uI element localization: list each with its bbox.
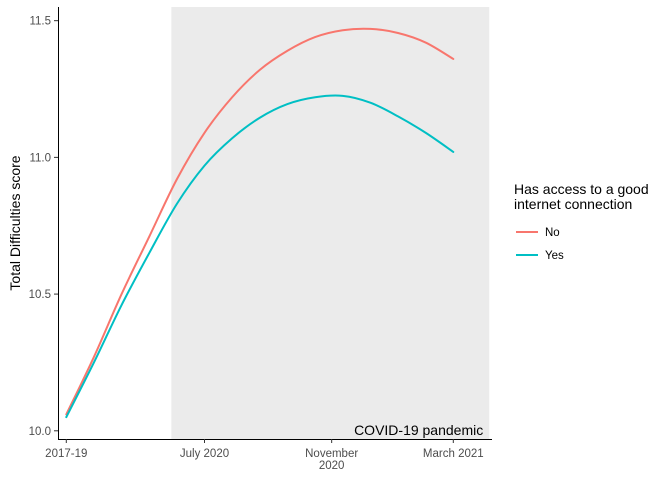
legend-entry-no: No	[516, 227, 560, 239]
series-layer	[65, 27, 455, 419]
y-axis-title: Total Difficulties score	[7, 155, 23, 290]
x-tick-label: 2017-19	[45, 448, 87, 460]
y-tick-label: 10.5	[29, 289, 51, 301]
covid-pandemic-shaded-region	[171, 7, 490, 439]
series-line-yes	[65, 94, 455, 419]
y-tick-label: 11.0	[29, 152, 51, 164]
legend-entry-yes: Yes	[516, 250, 564, 262]
x-tick-label: July 2020	[180, 448, 229, 460]
x-tick-label-line: 2020	[319, 460, 345, 472]
legend-title: Has access to a good internet connection	[514, 181, 649, 212]
y-tick-label: 10.0	[29, 426, 51, 438]
legend: Has access to a good internet connection …	[514, 181, 649, 262]
x-tick-label: March 2021	[423, 448, 484, 460]
x-tick-label-line: 2017-19	[45, 448, 87, 460]
series-line-no	[65, 27, 455, 416]
x-tick-label-line: July 2020	[180, 448, 229, 460]
plot-area	[171, 7, 490, 439]
legend-label-yes: Yes	[545, 250, 564, 262]
x-tick-label-line: March 2021	[423, 448, 484, 460]
x-tick-label-line: November	[305, 448, 358, 460]
legend-label-no: No	[545, 227, 560, 239]
y-tick-label: 11.5	[29, 16, 51, 28]
covid-pandemic-label: COVID-19 pandemic	[354, 422, 483, 438]
legend-title-line: internet connection	[514, 196, 632, 212]
x-axis-ticks: 2017-19 July 2020 November 2020 March 2021	[45, 439, 484, 472]
y-axis-ticks: 10.0 10.5 11.0 11.5	[29, 16, 58, 438]
legend-entries: No Yes	[516, 227, 564, 262]
x-tick-label: November 2020	[305, 448, 358, 472]
legend-title-line: Has access to a good	[514, 181, 649, 197]
